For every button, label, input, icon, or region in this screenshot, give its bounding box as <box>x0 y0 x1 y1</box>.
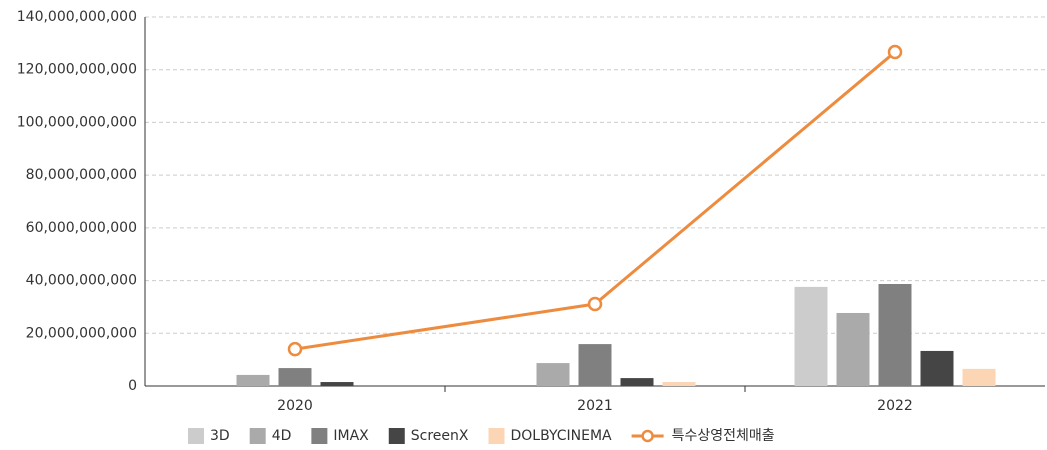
legend-label: IMAX <box>333 428 369 444</box>
bar <box>662 382 696 386</box>
y-tick-label: 40,000,000,000 <box>26 273 137 289</box>
legend-swatch <box>188 428 204 444</box>
y-tick-label: 120,000,000,000 <box>17 62 137 78</box>
legend-label: 4D <box>272 428 292 444</box>
y-tick-label: 140,000,000,000 <box>17 9 137 25</box>
bar <box>278 368 312 386</box>
y-tick-label: 20,000,000,000 <box>26 325 137 341</box>
x-tick-label: 2020 <box>277 398 313 414</box>
line-marker <box>587 296 603 312</box>
y-tick-label: 80,000,000,000 <box>26 167 137 183</box>
y-tick-label: 100,000,000,000 <box>17 114 137 130</box>
legend-label: ScreenX <box>411 428 469 444</box>
x-tick-label: 2022 <box>877 398 913 414</box>
bar <box>320 382 354 386</box>
bar <box>620 378 654 386</box>
x-tick-label: 2021 <box>577 398 613 414</box>
legend-label: 3D <box>210 428 230 444</box>
legend-swatch <box>488 428 505 444</box>
legend-label: DOLBYCINEMA <box>511 428 613 444</box>
bar <box>920 350 954 386</box>
legend-label: 특수상영전체매출 <box>672 428 775 444</box>
legend-swatch <box>249 428 266 444</box>
bar <box>578 344 612 386</box>
legend-swatch <box>311 428 328 444</box>
line-marker <box>887 44 903 60</box>
bar <box>236 374 270 386</box>
bar <box>836 312 870 386</box>
bar <box>878 283 912 386</box>
bar <box>536 363 570 386</box>
y-tick-label: 60,000,000,000 <box>26 220 137 236</box>
bar <box>962 368 996 386</box>
y-tick-label: 0 <box>128 378 137 394</box>
line-marker <box>287 341 303 357</box>
legend-marker <box>641 429 654 443</box>
legend-swatch <box>388 428 405 444</box>
bar <box>794 286 828 386</box>
